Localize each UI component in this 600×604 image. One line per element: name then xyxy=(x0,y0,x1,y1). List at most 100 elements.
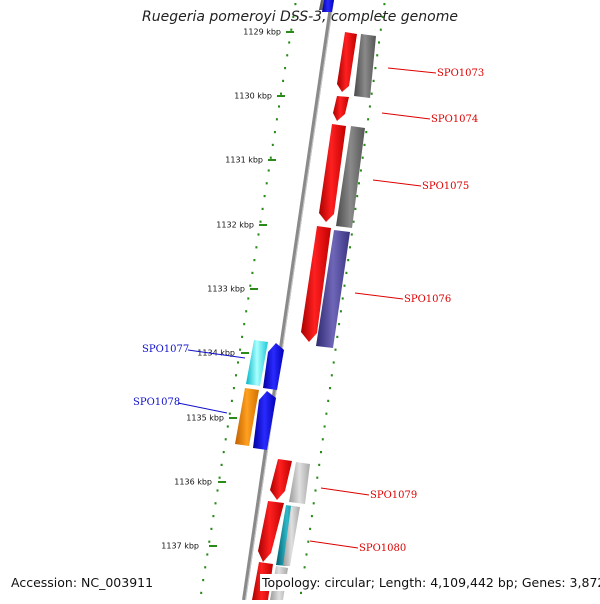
tick-1131: 1131 kbp xyxy=(225,156,276,165)
map-title: Ruegeria pomeroyi DSS-3, complete genome xyxy=(142,9,458,25)
tick-label: 1136 kbp xyxy=(174,478,212,487)
outer-track-dot xyxy=(249,284,252,287)
gene-arrow-gray-1075[interactable] xyxy=(336,126,365,228)
inner-track-dot xyxy=(300,591,302,594)
inner-track-dot xyxy=(349,246,351,249)
outer-track-dot xyxy=(222,451,225,454)
outer-track-dot xyxy=(257,233,260,236)
gene-arrow-orange-1078[interactable] xyxy=(235,388,259,446)
inner-track-dot xyxy=(383,3,386,6)
gene-label-spo1077[interactable]: SPO1077 xyxy=(142,344,189,355)
gene-arrow-spo1079[interactable] xyxy=(270,459,292,500)
gene-arrow-spo1075[interactable] xyxy=(319,124,346,222)
gene-label-spo1076[interactable]: SPO1076 xyxy=(404,294,451,305)
tick-label: 1135 kbp xyxy=(186,414,224,423)
inner-track-dot xyxy=(323,425,326,428)
gene-label-spo1074[interactable]: SPO1074 xyxy=(431,114,478,125)
gene-arrow-lightgray-1079[interactable] xyxy=(289,462,310,504)
inner-track-dot xyxy=(378,41,380,44)
inner-track-dot xyxy=(310,515,313,518)
outer-track-dot xyxy=(263,195,266,198)
inner-track-dot xyxy=(305,553,308,556)
label-leader-lines xyxy=(177,67,437,549)
inner-track-dot xyxy=(358,182,360,185)
outer-track-dot xyxy=(208,540,211,543)
tick-label: 1132 kbp xyxy=(216,221,254,230)
inner-track-dot xyxy=(359,169,362,172)
gene-label-spo1075[interactable]: SPO1075 xyxy=(422,181,469,192)
gene-labels: SPO1073 SPO1074 SPO1075 SPO1076 SPO1079 … xyxy=(133,68,484,554)
gene-arrow-partial-blue[interactable] xyxy=(322,0,334,12)
inner-track-dot xyxy=(338,323,341,326)
outer-track-dot xyxy=(241,335,244,338)
inner-track-dot xyxy=(365,131,368,134)
inner-track-dot xyxy=(332,361,335,364)
tick-1135: 1135 kbp xyxy=(186,414,237,423)
tick-label: 1133 kbp xyxy=(207,285,245,294)
inner-track-dot xyxy=(356,195,359,198)
inner-track-dot xyxy=(345,271,348,274)
outer-track-dot xyxy=(267,169,270,172)
outer-track-dot xyxy=(259,220,262,223)
gene-label-spo1079[interactable]: SPO1079 xyxy=(370,490,417,501)
outer-track-dot xyxy=(239,348,242,351)
outer-track-dot xyxy=(247,297,250,300)
tick-label: 1130 kbp xyxy=(234,92,272,101)
genome-summary-text: Topology: circular; Length: 4,109,442 bp… xyxy=(260,574,600,591)
outer-track-dot xyxy=(265,182,268,185)
outer-track-dot xyxy=(204,566,207,569)
inner-track-dot xyxy=(354,207,357,210)
tick-label: 1137 kbp xyxy=(161,542,199,551)
inner-track-dot xyxy=(350,233,353,236)
gene-arrow-gray-1073[interactable] xyxy=(354,34,376,98)
outer-track-dot xyxy=(278,105,280,108)
inner-track-dot xyxy=(352,220,355,223)
genome-backbone-highlight xyxy=(245,0,334,601)
outer-track-dot xyxy=(255,246,258,249)
gene-arrow-lightgray-1080[interactable] xyxy=(283,506,300,566)
outer-track-dot xyxy=(220,463,223,466)
outer-track-dot xyxy=(224,438,227,441)
outer-track-dot xyxy=(284,67,287,70)
inner-track-dot xyxy=(321,438,324,441)
gene-arrow-spo1077[interactable] xyxy=(263,343,284,390)
outer-track-dot xyxy=(218,476,221,479)
outer-track-dot xyxy=(200,591,203,594)
tick-1134: 1134 kbp xyxy=(197,349,249,358)
outer-track-dot xyxy=(290,28,293,31)
outer-track-dot xyxy=(271,143,274,146)
gene-arrow-spo1076[interactable] xyxy=(301,226,331,342)
tick-label: 1129 kbp xyxy=(243,28,281,37)
outer-track-dot xyxy=(202,579,205,582)
outer-track-dot xyxy=(237,361,239,364)
accession-text: Accession: NC_003911 xyxy=(9,574,156,591)
gene-arrow-spo1074[interactable] xyxy=(333,96,349,121)
inner-track-dot xyxy=(307,540,310,543)
gene-arrow-purple-1076[interactable] xyxy=(316,230,350,348)
outer-track-dot xyxy=(269,156,272,159)
outer-track-dot xyxy=(235,374,237,377)
gene-arrow-spo1073[interactable] xyxy=(337,32,357,92)
tick-1130: 1130 kbp xyxy=(234,92,285,101)
outer-track-dot xyxy=(294,3,297,6)
gene-label-spo1080[interactable]: SPO1080 xyxy=(359,543,406,554)
outer-track-dot xyxy=(214,502,217,505)
inner-track-dot xyxy=(381,15,384,18)
inner-track-dot xyxy=(327,399,330,402)
outer-track-dot xyxy=(226,425,229,428)
inner-track-dot xyxy=(374,67,377,70)
tick-1133: 1133 kbp xyxy=(207,285,258,294)
gene-arrow-spo1080[interactable] xyxy=(258,501,284,562)
inner-track-dot xyxy=(336,335,339,338)
outer-track-dot xyxy=(228,412,231,415)
gene-label-spo1078[interactable]: SPO1078 xyxy=(133,397,180,408)
gene-arrow-spo1078[interactable] xyxy=(253,391,276,450)
inner-track-dot xyxy=(320,451,322,454)
gene-label-spo1073[interactable]: SPO1073 xyxy=(437,68,484,79)
inner-track-dot xyxy=(341,297,344,300)
inner-track-dot xyxy=(309,527,312,530)
inner-track-dot xyxy=(347,259,350,262)
gene-arrow-cyan-1077[interactable] xyxy=(246,340,268,386)
outer-track-dot xyxy=(261,207,264,210)
feature-track-dots xyxy=(200,3,386,594)
